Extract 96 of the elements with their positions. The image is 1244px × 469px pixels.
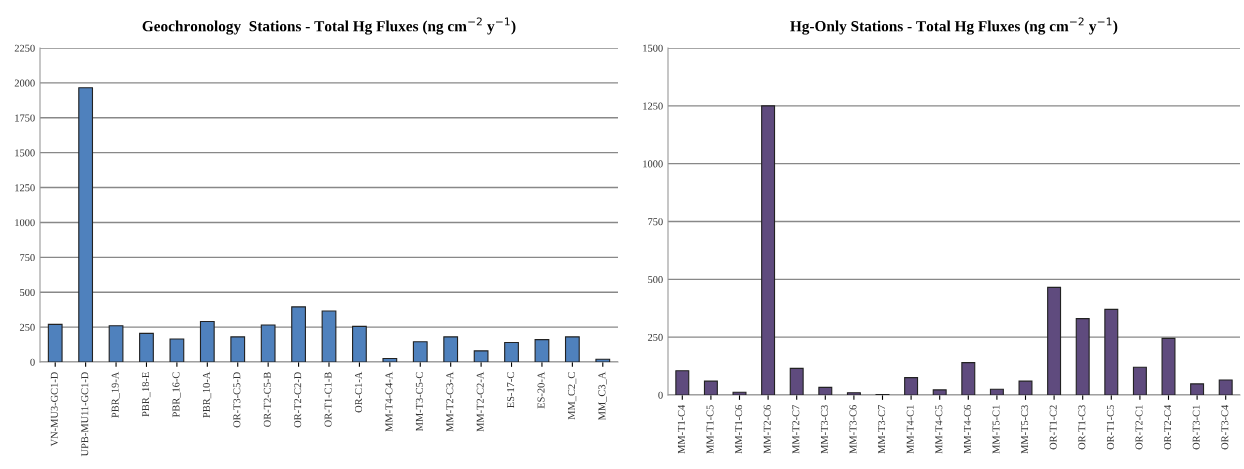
x-tick-label: MM-T1-C5 — [706, 405, 714, 454]
x-tick-label: PBR_18-E — [142, 372, 151, 417]
y-tick-label: 1500 — [643, 44, 663, 52]
x-tick-label: ES-20-A — [537, 371, 545, 409]
y-tick-label: 0 — [658, 391, 663, 399]
chart-title: Geochronology Stations - Total Hg Fluxes (ng cm$^{−2}$ y$^{−1}$) — [142, 17, 516, 35]
x-tick-label: MM-T3-C3 — [820, 405, 828, 454]
x-tick-label: OR-T3-C1 — [1192, 405, 1200, 450]
x-tick-label: OR-T2-C1 — [1135, 405, 1143, 450]
y-tick-label: 2000 — [14, 79, 35, 87]
y-tick-label: 0 — [30, 358, 35, 366]
x-tick-label: MM-T5-C3 — [1021, 405, 1029, 454]
bar — [675, 370, 690, 395]
x-tick-label: OR-T2-C4 — [1164, 404, 1172, 450]
chart-title: Hg-Only Stations - Total Hg Fluxes (ng cm$^{−2}$ y$^{−1}$) — [790, 17, 1118, 35]
bar — [1104, 308, 1119, 395]
x-tick-label: PBR_16-C — [172, 372, 181, 418]
bar — [352, 325, 367, 362]
bar — [534, 339, 550, 362]
y-tick-label: 750 — [648, 218, 663, 226]
x-tick-label: ES-17-C — [507, 372, 515, 408]
bar — [961, 362, 976, 395]
bar — [443, 336, 459, 362]
bar — [932, 389, 947, 395]
bar — [169, 338, 185, 362]
y-tick-label: 500 — [20, 288, 35, 296]
x-tick-label: UPB-MU11-GC1-D — [81, 372, 89, 457]
x-tick-label: VN-MU3-GC1-D — [50, 372, 58, 447]
x-tick-label: MM-T2-C3-A — [446, 371, 454, 432]
y-tick-label: 500 — [648, 276, 663, 284]
bar — [761, 105, 776, 395]
bar — [732, 391, 747, 395]
bar — [78, 87, 94, 362]
bar — [139, 332, 154, 362]
x-tick-label: MM-T4-C6 — [963, 405, 971, 454]
x-tick-label: MM-T1-C4 — [677, 404, 685, 454]
y-tick-label: 750 — [20, 254, 35, 262]
x-tick-label: MM-T1-C6 — [735, 405, 743, 454]
bar — [473, 350, 489, 362]
x-tick-label: MM-T4-C1 — [906, 405, 914, 454]
bar — [230, 336, 246, 362]
bar — [1132, 366, 1147, 395]
bar — [1047, 286, 1062, 395]
bar — [595, 358, 611, 362]
bar — [412, 341, 428, 362]
x-tick-label: MM_C3_A — [598, 371, 607, 421]
bar — [1218, 379, 1233, 395]
y-tick-label: 1250 — [643, 102, 663, 110]
bar — [108, 325, 124, 362]
bar — [904, 377, 919, 395]
bar — [321, 310, 337, 362]
x-tick-label: PBR_10-A — [202, 371, 212, 418]
x-tick-label: OR-T1-C3 — [1078, 405, 1086, 450]
y-tick-label: 250 — [19, 323, 35, 331]
x-tick-label: MM-T4-C4-A — [385, 371, 393, 432]
x-tick-label: OR-C1-A — [355, 371, 363, 413]
bar — [989, 388, 1004, 395]
y-tick-label: 1250 — [15, 184, 35, 192]
y-tick-label: 2250 — [14, 44, 35, 52]
bar — [1190, 383, 1205, 395]
x-tick-label: MM_C2_C — [567, 372, 577, 420]
bar — [504, 341, 519, 362]
x-tick-label: OR-T2-C5-B — [263, 372, 271, 427]
y-tick-label: 1000 — [15, 219, 35, 227]
x-tick-label: MM-T3-C6 — [849, 405, 857, 454]
bar — [1075, 318, 1090, 395]
y-tick-label: 1500 — [15, 149, 35, 157]
x-tick-label: MM-T3-C5-C — [415, 372, 423, 432]
x-tick-label: MM-T3-C7 — [878, 405, 886, 454]
x-tick-label: MM-T4-C5 — [935, 405, 943, 454]
bar — [703, 380, 718, 395]
x-tick-label: OR-T2-C2-D — [294, 372, 302, 428]
bar — [818, 386, 833, 395]
bar — [199, 320, 215, 362]
x-tick-label: OR-T1-C2 — [1049, 405, 1057, 450]
y-tick-label: 250 — [647, 333, 663, 341]
bar — [564, 336, 580, 362]
y-tick-label: 1750 — [15, 114, 35, 122]
bar — [1018, 380, 1033, 395]
bar — [382, 357, 398, 362]
bar — [260, 324, 276, 362]
bar — [789, 367, 804, 395]
x-tick-label: PBR_19-A — [111, 371, 120, 418]
bar — [846, 392, 861, 395]
bar — [1161, 337, 1176, 395]
x-tick-label: MM-T2-C2-A — [476, 371, 484, 432]
x-tick-label: OR-T3-C5-D — [233, 372, 241, 428]
x-tick-label: MM-T2-C6 — [763, 405, 771, 454]
bar — [47, 323, 63, 362]
y-tick-label: 1000 — [643, 160, 663, 168]
bar — [291, 306, 306, 362]
x-tick-label: MM-T2-C7 — [792, 405, 800, 454]
x-tick-label: OR-T3-C4 — [1221, 404, 1229, 450]
x-tick-label: MM-T5-C1 — [992, 405, 1000, 454]
x-tick-label: OR-T1-C1-B — [324, 372, 332, 427]
x-tick-label: OR-T1-C5 — [1106, 405, 1114, 450]
